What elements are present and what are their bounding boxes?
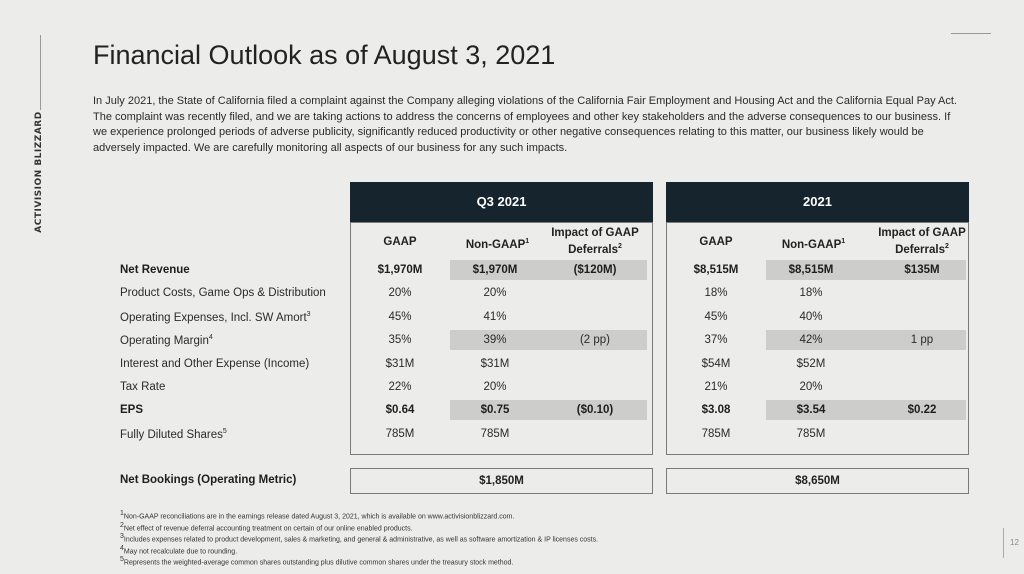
table-cell: 37% <box>704 334 728 347</box>
table-cell: $3.08 <box>701 404 731 417</box>
period-panel <box>666 222 969 455</box>
table-cell: $31M <box>480 357 510 370</box>
table-cell: 39% <box>483 334 507 347</box>
divider-line <box>40 35 41 110</box>
table-cell: ($120M) <box>573 264 617 276</box>
impact-column-header: Impact of GAAP Deferrals2 <box>878 227 966 256</box>
row-label: Operating Margin4 <box>120 334 213 348</box>
table-cell: $52M <box>796 357 826 370</box>
table-cell: $54M <box>701 357 731 370</box>
table-cell: $8,515M <box>693 264 739 276</box>
table-cell: $0.22 <box>907 404 937 417</box>
table-cell: 22% <box>388 381 412 393</box>
row-highlight <box>450 330 647 351</box>
table-cell: 35% <box>388 334 412 347</box>
table-cell: (2 pp) <box>579 334 611 347</box>
footnote: 5Represents the weighted-average common … <box>120 556 514 567</box>
page-rule <box>1003 528 1004 558</box>
nongaap-column-header: Non-GAAP1 <box>781 238 846 251</box>
table-cell: 45% <box>388 310 412 323</box>
table-cell: 41% <box>483 310 507 323</box>
gaap-column-header: GAAP <box>699 236 733 248</box>
row-label: Operating Expenses, Incl. SW Amort3 <box>120 310 311 324</box>
company-logo: ACTIVISION BLIZZARD <box>34 111 44 233</box>
table-cell: 21% <box>704 381 728 393</box>
row-label: EPS <box>120 404 144 417</box>
table-cell: 20% <box>483 381 507 393</box>
row-highlight <box>766 330 966 351</box>
row-highlight <box>450 400 647 421</box>
impact-column-header: Impact of GAAP Deferrals2 <box>551 227 639 256</box>
row-label: Interest and Other Expense (Income) <box>120 357 310 370</box>
net-bookings-label: Net Bookings (Operating Metric) <box>120 474 297 486</box>
table-cell: 45% <box>704 310 728 323</box>
table-cell: 40% <box>799 310 823 323</box>
table-cell: 20% <box>483 287 507 300</box>
page-number: 12 <box>1010 538 1019 547</box>
intro-paragraph: In July 2021, the State of California fi… <box>93 95 957 154</box>
table-cell: $0.64 <box>385 404 415 417</box>
net-bookings-box: $8,650M <box>666 468 969 494</box>
row-label: Product Costs, Game Ops & Distribution <box>120 287 326 300</box>
nongaap-column-header: Non-GAAP1 <box>465 238 530 251</box>
footnote: 3Includes expenses related to product de… <box>120 533 599 544</box>
table-cell: 785M <box>385 427 415 440</box>
table-cell: 1 pp <box>910 334 934 347</box>
period-header: Q3 2021 <box>350 182 653 222</box>
table-cell: $135M <box>904 264 940 276</box>
table-cell: 18% <box>704 287 728 300</box>
table-cell: 20% <box>388 287 412 300</box>
footnote: 4May not recalculate due to rounding. <box>120 544 238 556</box>
slide-title: Financial Outlook as of August 3, 2021 <box>93 40 556 70</box>
period-header: 2021 <box>666 182 969 222</box>
footnote: 2Net effect of revenue deferral accounti… <box>120 521 413 532</box>
row-label: Net Revenue <box>120 264 190 276</box>
table-cell: $8,515M <box>788 264 834 276</box>
table-cell: 785M <box>796 427 826 440</box>
table-cell: $3.54 <box>796 404 826 417</box>
row-label: Fully Diluted Shares5 <box>120 427 227 441</box>
table-cell: 785M <box>701 427 731 440</box>
table-cell: ($0.10) <box>576 404 614 417</box>
table-cell: 785M <box>480 427 510 440</box>
period-panel <box>350 222 653 455</box>
row-highlight <box>766 260 966 280</box>
table-cell: $1,970M <box>377 264 423 276</box>
table-cell: 42% <box>799 334 823 347</box>
top-right-rule <box>951 33 991 34</box>
row-highlight <box>766 400 966 421</box>
net-bookings-box: $1,850M <box>350 468 653 494</box>
row-highlight <box>450 260 647 280</box>
table-cell: $1,970M <box>472 264 518 276</box>
gaap-column-header: GAAP <box>383 236 417 248</box>
footnote: 1Non-GAAP reconciliations are in the ear… <box>120 510 515 521</box>
row-label: Tax Rate <box>120 381 166 393</box>
table-cell: 20% <box>799 381 823 393</box>
table-cell: $0.75 <box>480 404 510 417</box>
table-cell: $31M <box>385 357 415 370</box>
table-cell: 18% <box>799 287 823 300</box>
